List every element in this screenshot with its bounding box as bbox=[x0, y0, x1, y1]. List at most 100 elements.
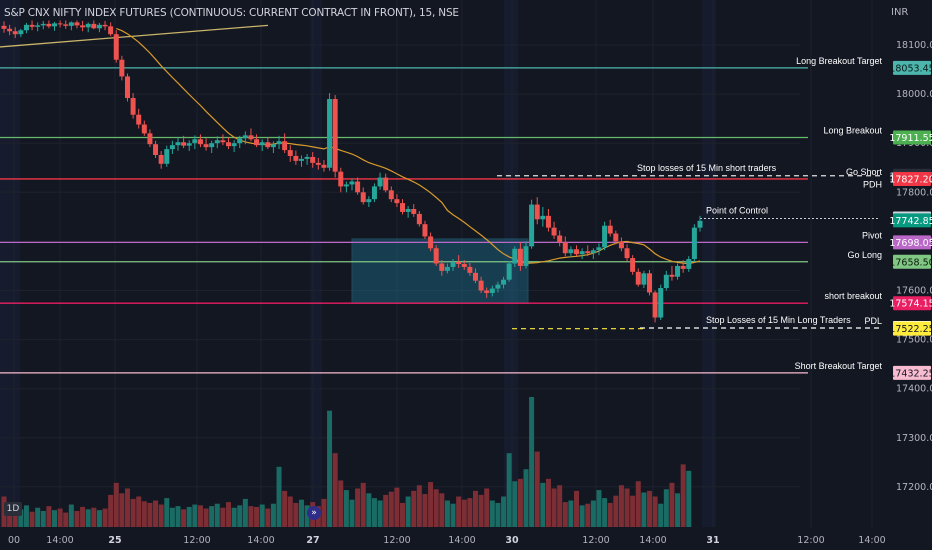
double-chevron-icon[interactable]: » bbox=[307, 506, 321, 520]
candle bbox=[523, 241, 529, 269]
volume-bar bbox=[416, 485, 422, 527]
volume-bar bbox=[85, 509, 91, 527]
time-tick: 12:00 bbox=[582, 535, 609, 546]
candle bbox=[80, 20, 86, 32]
volume-bar bbox=[276, 466, 282, 527]
candle bbox=[63, 20, 69, 29]
volume-bar bbox=[18, 509, 24, 527]
volume-bar bbox=[237, 505, 243, 527]
volume-bar bbox=[394, 487, 400, 527]
volume-bar bbox=[169, 507, 175, 527]
level-label[interactable]: Short Breakout Target bbox=[795, 361, 883, 371]
chart-annotation[interactable]: Stop Losses of 15 Min Long Traders bbox=[706, 315, 851, 325]
price-badge[interactable]: 17522.25 bbox=[889, 321, 932, 336]
interval-badge[interactable]: 1D bbox=[4, 502, 22, 516]
candle bbox=[596, 243, 602, 256]
volume-bar bbox=[680, 464, 686, 527]
price-badge[interactable]: 18053.45 bbox=[889, 60, 932, 75]
price-tick: 17800.00 bbox=[896, 187, 932, 198]
candle bbox=[501, 276, 507, 289]
volume-bar bbox=[579, 505, 585, 527]
candle bbox=[68, 21, 74, 31]
candle bbox=[164, 145, 170, 167]
candle bbox=[411, 204, 417, 217]
price-badge[interactable]: 17827.20 bbox=[889, 171, 932, 186]
candle bbox=[282, 133, 288, 154]
value-area-box[interactable] bbox=[351, 238, 529, 304]
candle bbox=[321, 159, 327, 172]
candle bbox=[169, 140, 175, 155]
volume-bar bbox=[624, 488, 630, 527]
price-tick: 18000.00 bbox=[896, 89, 932, 100]
volume-bar bbox=[209, 506, 215, 527]
candle bbox=[545, 208, 551, 232]
volume-bar bbox=[158, 504, 164, 527]
volume-bar bbox=[646, 490, 652, 527]
level-label[interactable]: Long Breakout bbox=[823, 126, 882, 136]
time-tick: 12:00 bbox=[797, 535, 824, 546]
volume-bar bbox=[197, 505, 203, 527]
volume-bar bbox=[596, 490, 602, 527]
time-axis[interactable]: 00 14:00 25 12:00 14:00 27 12:00 14:00 30 12:00 14… bbox=[0, 527, 932, 550]
volume-bar bbox=[467, 498, 473, 527]
candle bbox=[377, 172, 383, 190]
svg-text:17522.25: 17522.25 bbox=[889, 324, 932, 335]
volume-bar bbox=[343, 490, 349, 527]
volume-bar bbox=[130, 498, 136, 527]
candle bbox=[663, 270, 669, 291]
volume-bar bbox=[124, 488, 130, 527]
chart-annotation[interactable]: Stop losses of 15 Min short traders bbox=[637, 163, 777, 173]
level-label[interactable]: Pivot bbox=[862, 230, 883, 240]
level-label[interactable]: Go Long bbox=[847, 250, 882, 260]
level-label[interactable]: PDH bbox=[863, 179, 882, 189]
level-label[interactable]: Go Short bbox=[846, 167, 883, 177]
volume-bar bbox=[242, 498, 248, 527]
level-label[interactable]: Long Breakout Target bbox=[796, 56, 882, 66]
price-badge[interactable]: 17698.05 bbox=[889, 235, 932, 250]
volume-bar bbox=[534, 451, 540, 527]
volume-bar bbox=[214, 503, 220, 527]
candle bbox=[422, 220, 428, 239]
price-axis[interactable]: 18100.0018000.0017900.0017800.0017700.00… bbox=[795, 0, 932, 527]
volume-bar bbox=[360, 482, 366, 527]
candle bbox=[568, 246, 574, 258]
candle bbox=[220, 134, 226, 146]
volume-bar bbox=[259, 504, 265, 527]
price-badge[interactable]: 17742.85 bbox=[889, 213, 932, 228]
candle bbox=[360, 187, 366, 205]
candle bbox=[686, 256, 692, 272]
volume-bar bbox=[332, 453, 338, 527]
candle bbox=[355, 177, 361, 195]
candle bbox=[450, 259, 456, 271]
volume-bar bbox=[641, 492, 647, 527]
candle bbox=[635, 268, 641, 287]
level-label[interactable]: short breakout bbox=[824, 291, 882, 301]
volume-bar bbox=[23, 505, 29, 527]
volume-bar bbox=[456, 496, 462, 527]
time-tick: 12:00 bbox=[183, 535, 210, 546]
volume-bar bbox=[366, 493, 372, 527]
chart-annotation[interactable]: Point of Control bbox=[706, 206, 768, 216]
volume-bar bbox=[371, 498, 377, 527]
volume-bar bbox=[658, 503, 664, 527]
price-badge[interactable]: 17911.55 bbox=[889, 130, 932, 145]
svg-text:17911.55: 17911.55 bbox=[889, 133, 932, 144]
svg-text:17574.15: 17574.15 bbox=[889, 299, 932, 310]
volume-bar bbox=[512, 481, 518, 527]
volume-bar bbox=[540, 482, 546, 527]
volume-bar bbox=[147, 502, 153, 527]
volume-bar bbox=[663, 489, 669, 527]
level-label[interactable]: PDL bbox=[864, 316, 882, 326]
candle bbox=[158, 151, 164, 169]
volume-bar bbox=[590, 500, 596, 527]
candle bbox=[394, 194, 400, 208]
candle bbox=[287, 145, 293, 162]
volume-bar bbox=[175, 506, 181, 527]
symbol-title[interactable]: S&P CNX NIFTY INDEX FUTURES (CONTINUOUS:… bbox=[4, 7, 459, 19]
price-badge[interactable]: 17658.50 bbox=[889, 254, 932, 269]
price-badge[interactable]: 17432.25 bbox=[889, 365, 932, 380]
trend-line[interactable] bbox=[0, 24, 269, 48]
price-badge[interactable]: 17574.15 bbox=[889, 296, 932, 311]
